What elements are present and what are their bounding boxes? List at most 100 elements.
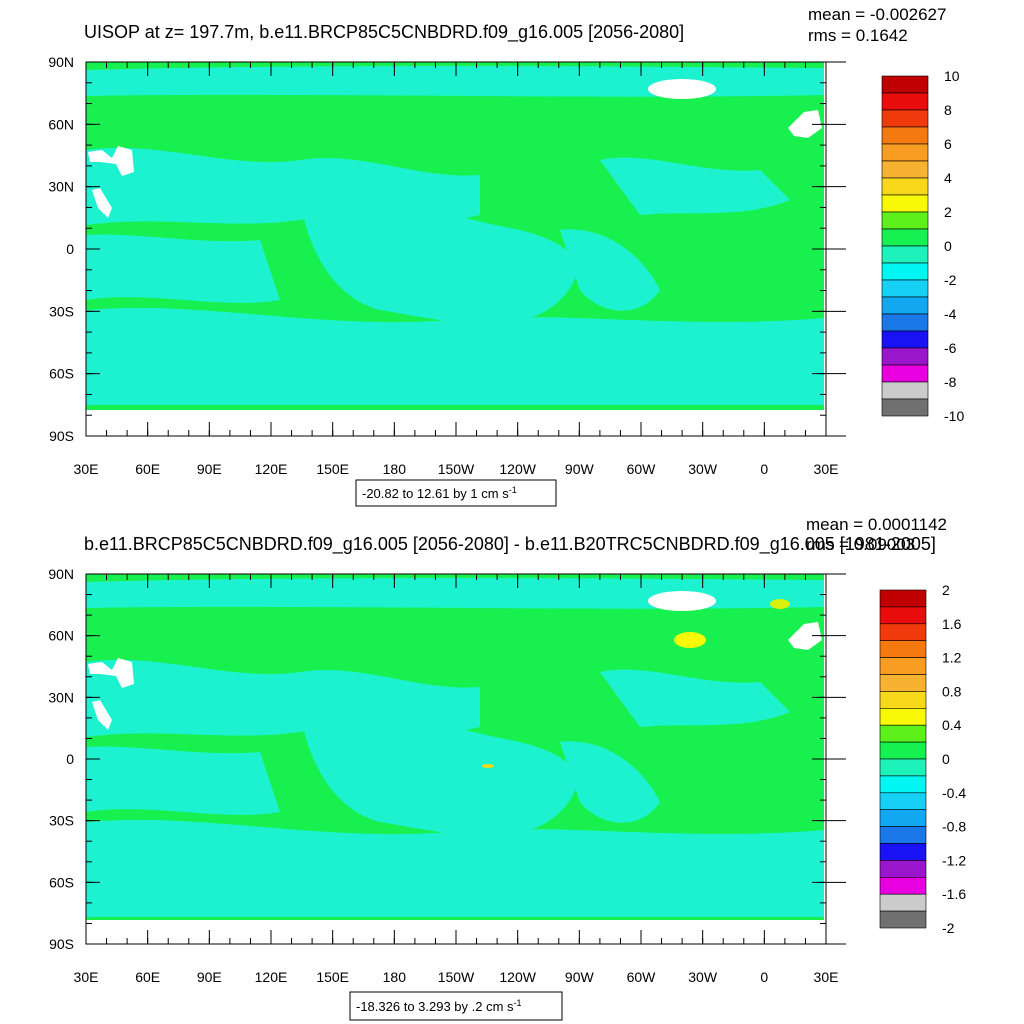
cyan-region <box>560 741 660 823</box>
colorbar-label: 0.4 <box>942 717 962 733</box>
colorbar-swatch <box>879 876 927 895</box>
colorbar-swatch <box>879 724 927 743</box>
cyan-region <box>600 157 790 215</box>
colorbar-swatch <box>881 381 929 400</box>
baja-land <box>92 700 112 730</box>
range-box: -18.326 to 3.293 by .2 cm s-1 <box>349 991 563 1021</box>
lat-label: 60N <box>48 116 74 132</box>
anomaly-spot <box>770 599 790 609</box>
lon-label: 30W <box>688 461 718 477</box>
lon-label: 120E <box>255 461 288 477</box>
baja-land <box>92 188 112 218</box>
anomaly-spot <box>482 764 494 768</box>
colorbar-label: 8 <box>944 102 952 118</box>
lon-label: 60W <box>627 461 657 477</box>
colorbar-label: 1.2 <box>942 650 962 666</box>
lat-label: 60S <box>49 874 74 890</box>
lat-label: 30N <box>48 179 74 195</box>
colorbar-label: 10 <box>944 68 960 84</box>
lat-label: 30N <box>48 689 74 705</box>
colorbar-swatch <box>879 860 927 878</box>
lat-label: 60S <box>49 366 74 382</box>
colorbar-label: 1.6 <box>942 616 962 632</box>
colorbar-swatch <box>881 364 929 383</box>
lon-label: 90E <box>197 969 222 985</box>
lon-labels: 30E 60E 90E 120E 150E 180 150W 120W 90W 60W 30W 0 30… <box>74 969 839 985</box>
colorbar-swatch <box>881 143 929 162</box>
colorbar-label: 0.8 <box>942 683 962 699</box>
cyan-regions <box>86 578 824 917</box>
lon-label: 0 <box>760 969 768 985</box>
colorbar-swatch <box>879 893 927 912</box>
lon-labels: 30E 60E 90E 120E 150E 180 150W 120W 90W 60W 30W 0 30… <box>74 461 839 477</box>
lon-label: 60E <box>135 461 160 477</box>
colorbar-label: 6 <box>944 136 952 152</box>
lon-label: 30W <box>688 969 718 985</box>
colorbar-swatch <box>881 109 929 128</box>
anomaly-spots <box>482 599 790 768</box>
lat-label: 90S <box>49 936 74 952</box>
lon-label: 150W <box>438 461 475 477</box>
colorbar-swatch <box>881 398 929 417</box>
colorbar-swatch <box>881 194 929 213</box>
lat-label: 60N <box>48 628 74 644</box>
lon-label: 180 <box>383 461 407 477</box>
colorbar-swatch <box>881 160 929 179</box>
colorbar: 10 8 6 4 2 0 -2 -4 -6 -8 -10 <box>881 68 964 424</box>
anomaly-spot <box>674 632 706 648</box>
cyan-region <box>86 307 824 405</box>
range-box-frame <box>349 991 563 1021</box>
panel-title: b.e11.BRCP85C5CNBDRD.f09_g16.005 [2056-2… <box>84 534 936 555</box>
colorbar-swatch <box>881 92 929 111</box>
colorbar-swatch <box>879 589 927 608</box>
cyan-region <box>300 709 577 836</box>
north-america-land <box>88 146 134 176</box>
colorbar-label: -8 <box>944 374 957 390</box>
colorbar-label: -1.6 <box>942 886 966 902</box>
colorbar-swatch <box>881 228 929 247</box>
colorbar-swatch <box>881 75 929 94</box>
scandinavia-land <box>788 622 822 650</box>
range-box-frame <box>355 479 557 507</box>
colorbar-label: -10 <box>944 408 964 424</box>
lon-label: 30E <box>74 461 99 477</box>
north-america-land <box>88 658 134 688</box>
colorbar-swatch <box>879 758 927 777</box>
colorbar-swatch <box>879 674 927 692</box>
lon-label: 180 <box>383 969 407 985</box>
lon-label: 90E <box>197 461 222 477</box>
lat-label: 90S <box>49 428 74 444</box>
lat-label: 90N <box>48 566 74 582</box>
colorbar-swatch <box>879 809 927 827</box>
colorbar-label: -0.8 <box>942 819 966 835</box>
lon-label: 90W <box>565 461 595 477</box>
colorbar-swatch <box>879 826 927 844</box>
colorbar-swatch <box>881 330 929 349</box>
lon-label: 150E <box>316 969 349 985</box>
lon-label: 90W <box>565 969 595 985</box>
colorbar-label: 2 <box>942 582 950 598</box>
lon-label: 30E <box>74 969 99 985</box>
greenland-land <box>648 591 716 611</box>
land-mask <box>88 591 822 730</box>
colorbar-label: -0.4 <box>942 785 966 801</box>
colorbar-label: 4 <box>944 170 952 186</box>
scandinavia-land <box>788 110 822 138</box>
greenland-land <box>648 79 716 99</box>
cyan-region <box>86 819 824 917</box>
colorbar-label: -4 <box>944 306 957 322</box>
cyan-region <box>86 234 280 303</box>
lat-labels: 90N 60N 30N 0 30S 60S 90S <box>48 566 74 952</box>
cyan-region <box>560 229 660 311</box>
cyan-region <box>86 746 280 815</box>
panel-title: UISOP at z= 197.7m, b.e11.BRCP85C5CNBDRD… <box>84 22 684 43</box>
lon-label: 120E <box>255 969 288 985</box>
colorbar: 2 1.6 1.2 0.8 0.4 0 -0.4 -0.8 -1.2 -1.6 -2 <box>879 582 966 936</box>
lon-label: 30E <box>814 969 839 985</box>
map-plot: 90N 60N 30N 0 30S 60S 90S 30E 60E 90E 120E 150E 180… <box>48 54 846 477</box>
map-ticks <box>85 573 846 945</box>
colorbar-swatch <box>879 606 927 625</box>
land-mask <box>88 79 822 218</box>
lat-label: 0 <box>66 241 74 257</box>
panel-bottom: b.e11.BRCP85C5CNBDRD.f09_g16.005 [2056-2… <box>0 512 1024 1024</box>
